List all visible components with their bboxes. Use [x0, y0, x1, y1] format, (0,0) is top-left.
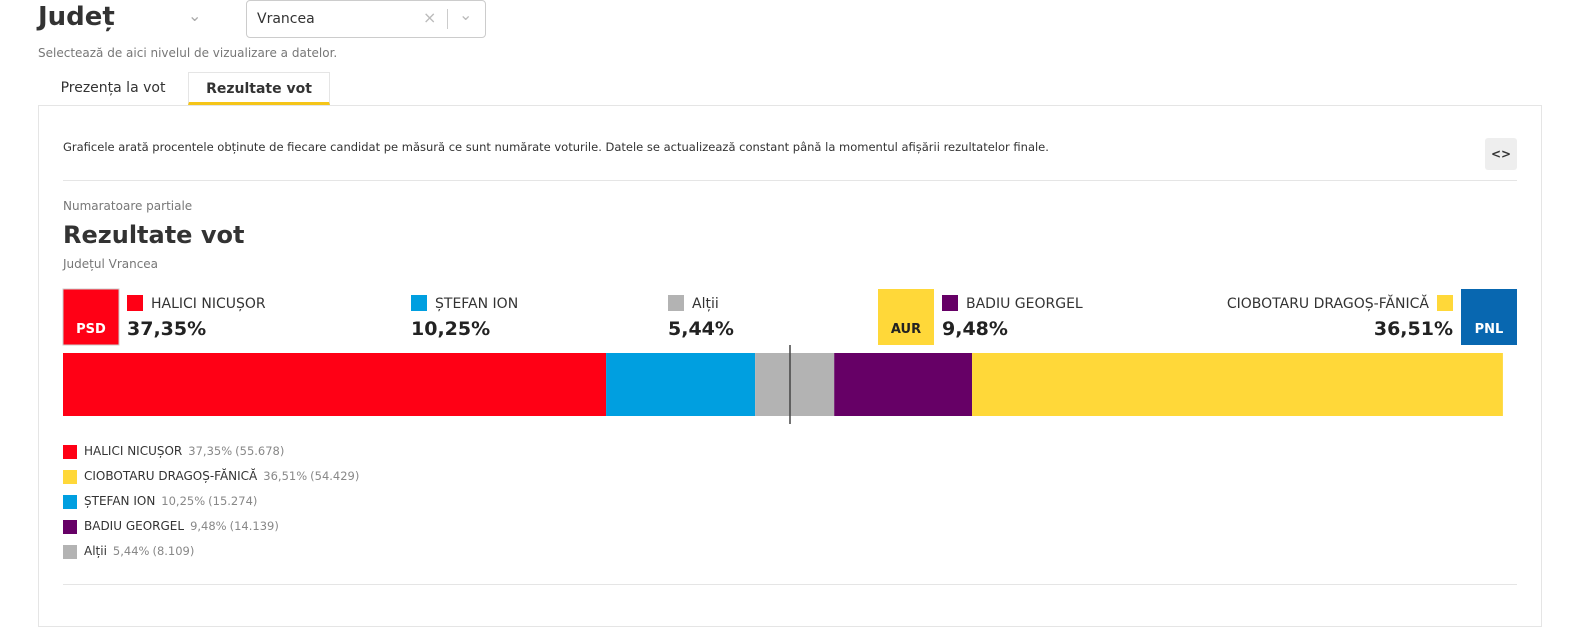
tab[interactable]: Prezența la vot	[60, 80, 166, 96]
select[interactable]: Vrancea × ⌄	[246, 0, 486, 38]
tab-active[interactable]: Rezultate vot	[188, 72, 330, 105]
legend-item: BADIU GEORGEL 9,48% (14.139)	[84, 519, 279, 533]
hint: Selectează de aici nivelul de vizualizar…	[38, 46, 338, 60]
candidate-name: ȘTEFAN ION	[435, 296, 518, 312]
party-logo	[62, 288, 120, 346]
legend-swatch	[63, 470, 77, 484]
legend-votes: (15.274)	[208, 494, 258, 508]
candidate-percent: 37,35%	[127, 318, 206, 340]
legend-item: Alții 5,44% (8.109)	[84, 544, 194, 558]
legend-swatch	[63, 495, 77, 509]
legend-votes: (54.429)	[310, 469, 360, 483]
candidate-percent: 36,51%	[1374, 318, 1453, 340]
subtitle: Județul Vrancea	[63, 257, 159, 271]
overline: Numaratoare partiale	[63, 199, 193, 213]
legend-swatch	[411, 295, 427, 311]
legend-item: ȘTEFAN ION 10,25% (15.274)	[84, 494, 257, 508]
legend-votes: (8.109)	[152, 544, 195, 558]
legend-name: HALICI NICUȘOR	[84, 444, 183, 458]
clear[interactable]: ×	[423, 8, 437, 27]
separator	[63, 584, 1517, 585]
dropdown[interactable]: ⌄	[459, 5, 473, 24]
party-logo	[878, 289, 934, 345]
candidate-name: HALICI NICUȘOR	[151, 296, 266, 312]
select-value: Vrancea	[257, 11, 315, 27]
description: Graficele arată procentele obținute de f…	[63, 140, 1049, 154]
legend-swatch	[1437, 295, 1453, 311]
party-logo-text: AUR	[891, 322, 921, 337]
legend-item: CIOBOTARU DRAGOȘ-FĂNICĂ 36,51% (54.429)	[84, 469, 359, 483]
legend-swatch	[63, 520, 77, 534]
candidate-percent: 5,44%	[668, 318, 734, 340]
divider	[447, 9, 448, 29]
candidate-name: CIOBOTARU DRAGOȘ-FĂNICĂ	[1227, 294, 1430, 312]
party-logo-text: PNL	[1475, 322, 1504, 337]
party-logo-text: PSD	[76, 322, 106, 337]
bar-segment	[834, 353, 973, 416]
legend-percent: 37,35%	[188, 444, 233, 458]
candidate-name: BADIU GEORGEL	[966, 296, 1083, 312]
bar-segment	[606, 353, 756, 416]
legend-swatch	[942, 295, 958, 311]
candidate-percent: 10,25%	[411, 318, 490, 340]
legend-votes: (55.678)	[235, 444, 285, 458]
legend-name: BADIU GEORGEL	[84, 519, 185, 533]
code-button[interactable]: <>	[1485, 138, 1517, 170]
legend-name: ȘTEFAN ION	[84, 494, 156, 508]
chevron[interactable]: ⌄	[188, 6, 202, 25]
legend-swatch	[127, 295, 143, 311]
legend-item: HALICI NICUȘOR 37,35% (55.678)	[84, 444, 284, 458]
legend-percent: 5,44%	[112, 544, 150, 558]
candidate-percent: 9,48%	[942, 318, 1008, 340]
panel-title: Rezultate vot	[63, 221, 245, 249]
bar-segment	[972, 353, 1503, 416]
title: Județ	[38, 2, 115, 32]
legend-votes: (14.139)	[229, 519, 279, 533]
legend-percent: 9,48%	[190, 519, 227, 533]
legend-swatch	[63, 445, 77, 459]
legend-swatch	[668, 295, 684, 311]
separator	[63, 180, 1517, 181]
candidate-name: Alții	[692, 296, 719, 312]
bar-segment	[755, 353, 835, 416]
legend-percent: 10,25%	[161, 494, 206, 508]
bar-segment	[63, 353, 607, 416]
legend-name: CIOBOTARU DRAGOȘ-FĂNICĂ	[84, 469, 258, 483]
party-logo	[1461, 289, 1517, 345]
legend-swatch	[63, 545, 77, 559]
legend-name: Alții	[84, 544, 107, 558]
legend-percent: 36,51%	[263, 469, 308, 483]
